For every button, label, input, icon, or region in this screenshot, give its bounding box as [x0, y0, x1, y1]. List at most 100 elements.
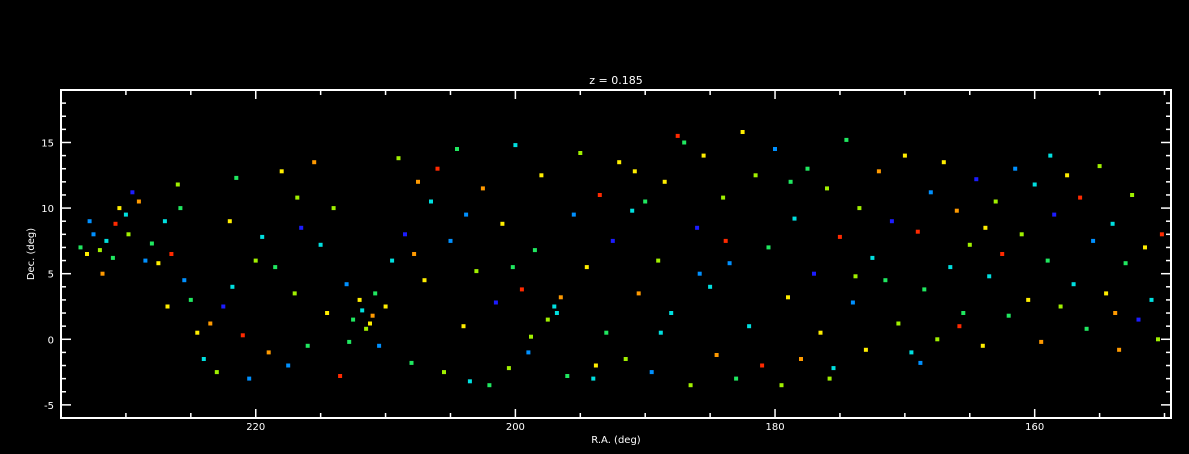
- data-point: [617, 160, 622, 165]
- x-tick-label: 160: [1025, 422, 1044, 433]
- data-point: [837, 234, 842, 239]
- data-point: [656, 258, 661, 263]
- data-point: [591, 376, 596, 381]
- y-tick-label: 10: [41, 204, 54, 215]
- data-point: [727, 261, 732, 266]
- data-point: [253, 258, 258, 263]
- data-point: [812, 271, 816, 276]
- data-point: [396, 156, 401, 161]
- data-point: [554, 311, 559, 315]
- data-point: [1136, 317, 1141, 322]
- data-point: [1149, 297, 1154, 302]
- data-point: [643, 199, 648, 204]
- data-point: [766, 245, 771, 250]
- data-point: [513, 143, 518, 148]
- data-point: [701, 153, 706, 158]
- data-point: [935, 337, 940, 342]
- data-point: [1045, 258, 1050, 263]
- data-point: [1065, 173, 1070, 178]
- data-point: [113, 221, 118, 226]
- data-point: [312, 160, 317, 165]
- data-point: [941, 160, 946, 165]
- data-point: [175, 182, 180, 187]
- data-point: [500, 221, 505, 226]
- data-point: [1117, 347, 1122, 352]
- data-point: [773, 147, 777, 151]
- data-point: [377, 343, 382, 348]
- data-point: [957, 324, 962, 329]
- data-point: [370, 313, 375, 318]
- data-point: [922, 287, 927, 292]
- data-point: [344, 282, 349, 287]
- data-point: [870, 255, 875, 260]
- x-tick-label: 200: [506, 422, 525, 433]
- data-point: [416, 179, 420, 184]
- data-point: [1091, 238, 1096, 243]
- data-point: [669, 311, 674, 315]
- data-point: [571, 212, 576, 217]
- data-point: [532, 248, 537, 253]
- data-point: [78, 245, 83, 250]
- data-point: [961, 311, 966, 315]
- data-point: [357, 297, 362, 302]
- data-point: [844, 137, 849, 142]
- data-point: [539, 173, 544, 178]
- data-point: [506, 366, 511, 371]
- data-point: [734, 376, 739, 381]
- x-axis-ticks: 220 200 180 160: [60, 90, 1166, 433]
- data-point: [331, 206, 336, 211]
- data-point: [909, 350, 914, 355]
- data-point: [1159, 232, 1164, 237]
- y-axis-label: Dec. (deg): [26, 228, 37, 280]
- data-point: [1123, 261, 1128, 266]
- data-point: [412, 252, 417, 256]
- data-point: [110, 255, 115, 260]
- data-point: [448, 238, 453, 243]
- data-point: [649, 370, 654, 375]
- data-point: [1006, 313, 1011, 318]
- data-point: [429, 199, 433, 204]
- data-point: [383, 304, 388, 309]
- data-point: [292, 291, 297, 296]
- data-point: [273, 265, 278, 270]
- data-point: [130, 190, 135, 195]
- data-point: [480, 186, 485, 191]
- data-point: [604, 330, 609, 335]
- data-point: [208, 321, 213, 326]
- y-tick-label: 15: [41, 138, 54, 149]
- data-point: [850, 300, 855, 305]
- data-point: [123, 212, 128, 217]
- data-point: [409, 360, 414, 365]
- data-point: [695, 225, 700, 230]
- data-point: [597, 193, 602, 197]
- data-point: [182, 278, 187, 283]
- data-point: [422, 278, 427, 283]
- data-points: [78, 130, 1164, 388]
- data-point: [1013, 166, 1018, 171]
- y-axis-ticks: -5 0 5 10 15: [41, 102, 1171, 412]
- data-point: [178, 206, 183, 211]
- data-point: [623, 357, 628, 361]
- data-point: [325, 311, 330, 315]
- data-point: [305, 343, 310, 348]
- data-point: [889, 219, 894, 224]
- data-point: [279, 169, 284, 174]
- data-point: [630, 208, 635, 213]
- data-point: [338, 374, 343, 378]
- plot-frame: [60, 89, 1172, 419]
- data-point: [85, 252, 89, 256]
- data-point: [260, 234, 265, 239]
- data-point: [779, 383, 784, 388]
- data-point: [87, 219, 92, 224]
- data-point: [351, 317, 356, 322]
- data-point: [786, 295, 790, 300]
- data-point: [1048, 153, 1053, 158]
- data-point: [201, 357, 206, 361]
- data-point: [1032, 182, 1037, 187]
- data-point: [195, 330, 200, 335]
- data-point: [1113, 311, 1118, 315]
- data-point: [1058, 304, 1063, 309]
- data-point: [169, 252, 174, 256]
- data-point: [788, 179, 793, 184]
- data-point: [857, 206, 862, 211]
